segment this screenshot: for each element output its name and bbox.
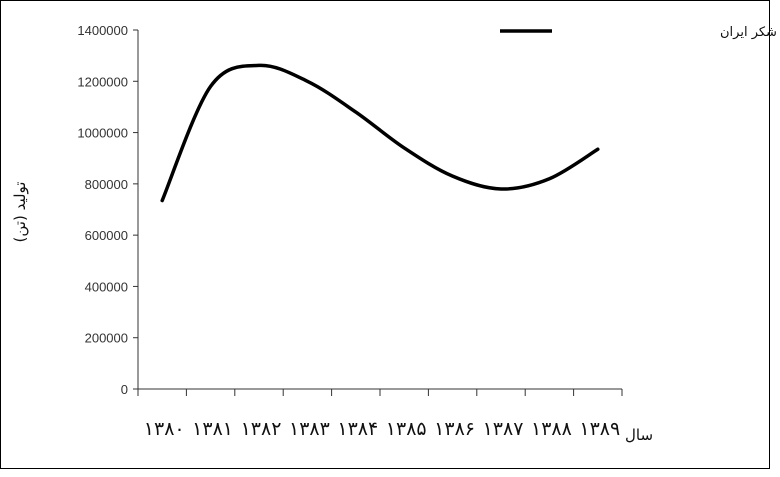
x-tick-label: ۱۳۸۴ [337, 418, 378, 440]
y-tick-label: 600000 [85, 228, 128, 243]
x-tick-label: ۱۳۸۳ [289, 418, 330, 440]
series-line-0 [160, 63, 600, 203]
y-axis: 0 200000 400000 600000 800000 1000000 1200000 1… [77, 23, 139, 397]
y-axis-label: تولید (تن) [11, 182, 29, 243]
x-tick-label: ۱۳۸۶ [434, 418, 475, 440]
x-tick-label: ۱۳۸۸ [531, 418, 572, 440]
series-group [160, 63, 600, 203]
x-tick-label: ۱۳۸۲ [241, 418, 282, 440]
y-tick-label: 800000 [85, 177, 128, 192]
y-tick-label: 200000 [85, 331, 128, 346]
y-tick-label: 400000 [85, 279, 128, 294]
y-tick-label: 0 [121, 382, 128, 397]
chart-frame [0, 0, 770, 469]
x-tick-label: ۱۳۸۰ [144, 418, 185, 440]
x-tick-label: ۱۳۸۵ [386, 418, 427, 440]
legend: کل صنایع قند و شکر ایران [500, 25, 780, 40]
y-tick-label: 1400000 [77, 23, 128, 38]
x-axis-label: سال [625, 426, 653, 444]
x-tick-label: ۱۳۸۷ [483, 418, 524, 440]
x-tick-label: ۱۳۸۱ [192, 418, 233, 440]
legend-series-label: کل صنایع قند و شکر ایران [720, 25, 780, 40]
y-tick-label: 1200000 [77, 74, 128, 89]
x-axis: ۱۳۸۰ ۱۳۸۱ ۱۳۸۲ ۱۳۸۳ ۱۳۸۴ ۱۳۸۵ ۱۳۸۶ ۱۳۸۷ ۱۳۸۸ ۱۳۸۹ [137, 388, 623, 440]
x-tick-label: ۱۳۸۹ [579, 418, 620, 440]
y-tick-label: 1000000 [77, 126, 128, 141]
